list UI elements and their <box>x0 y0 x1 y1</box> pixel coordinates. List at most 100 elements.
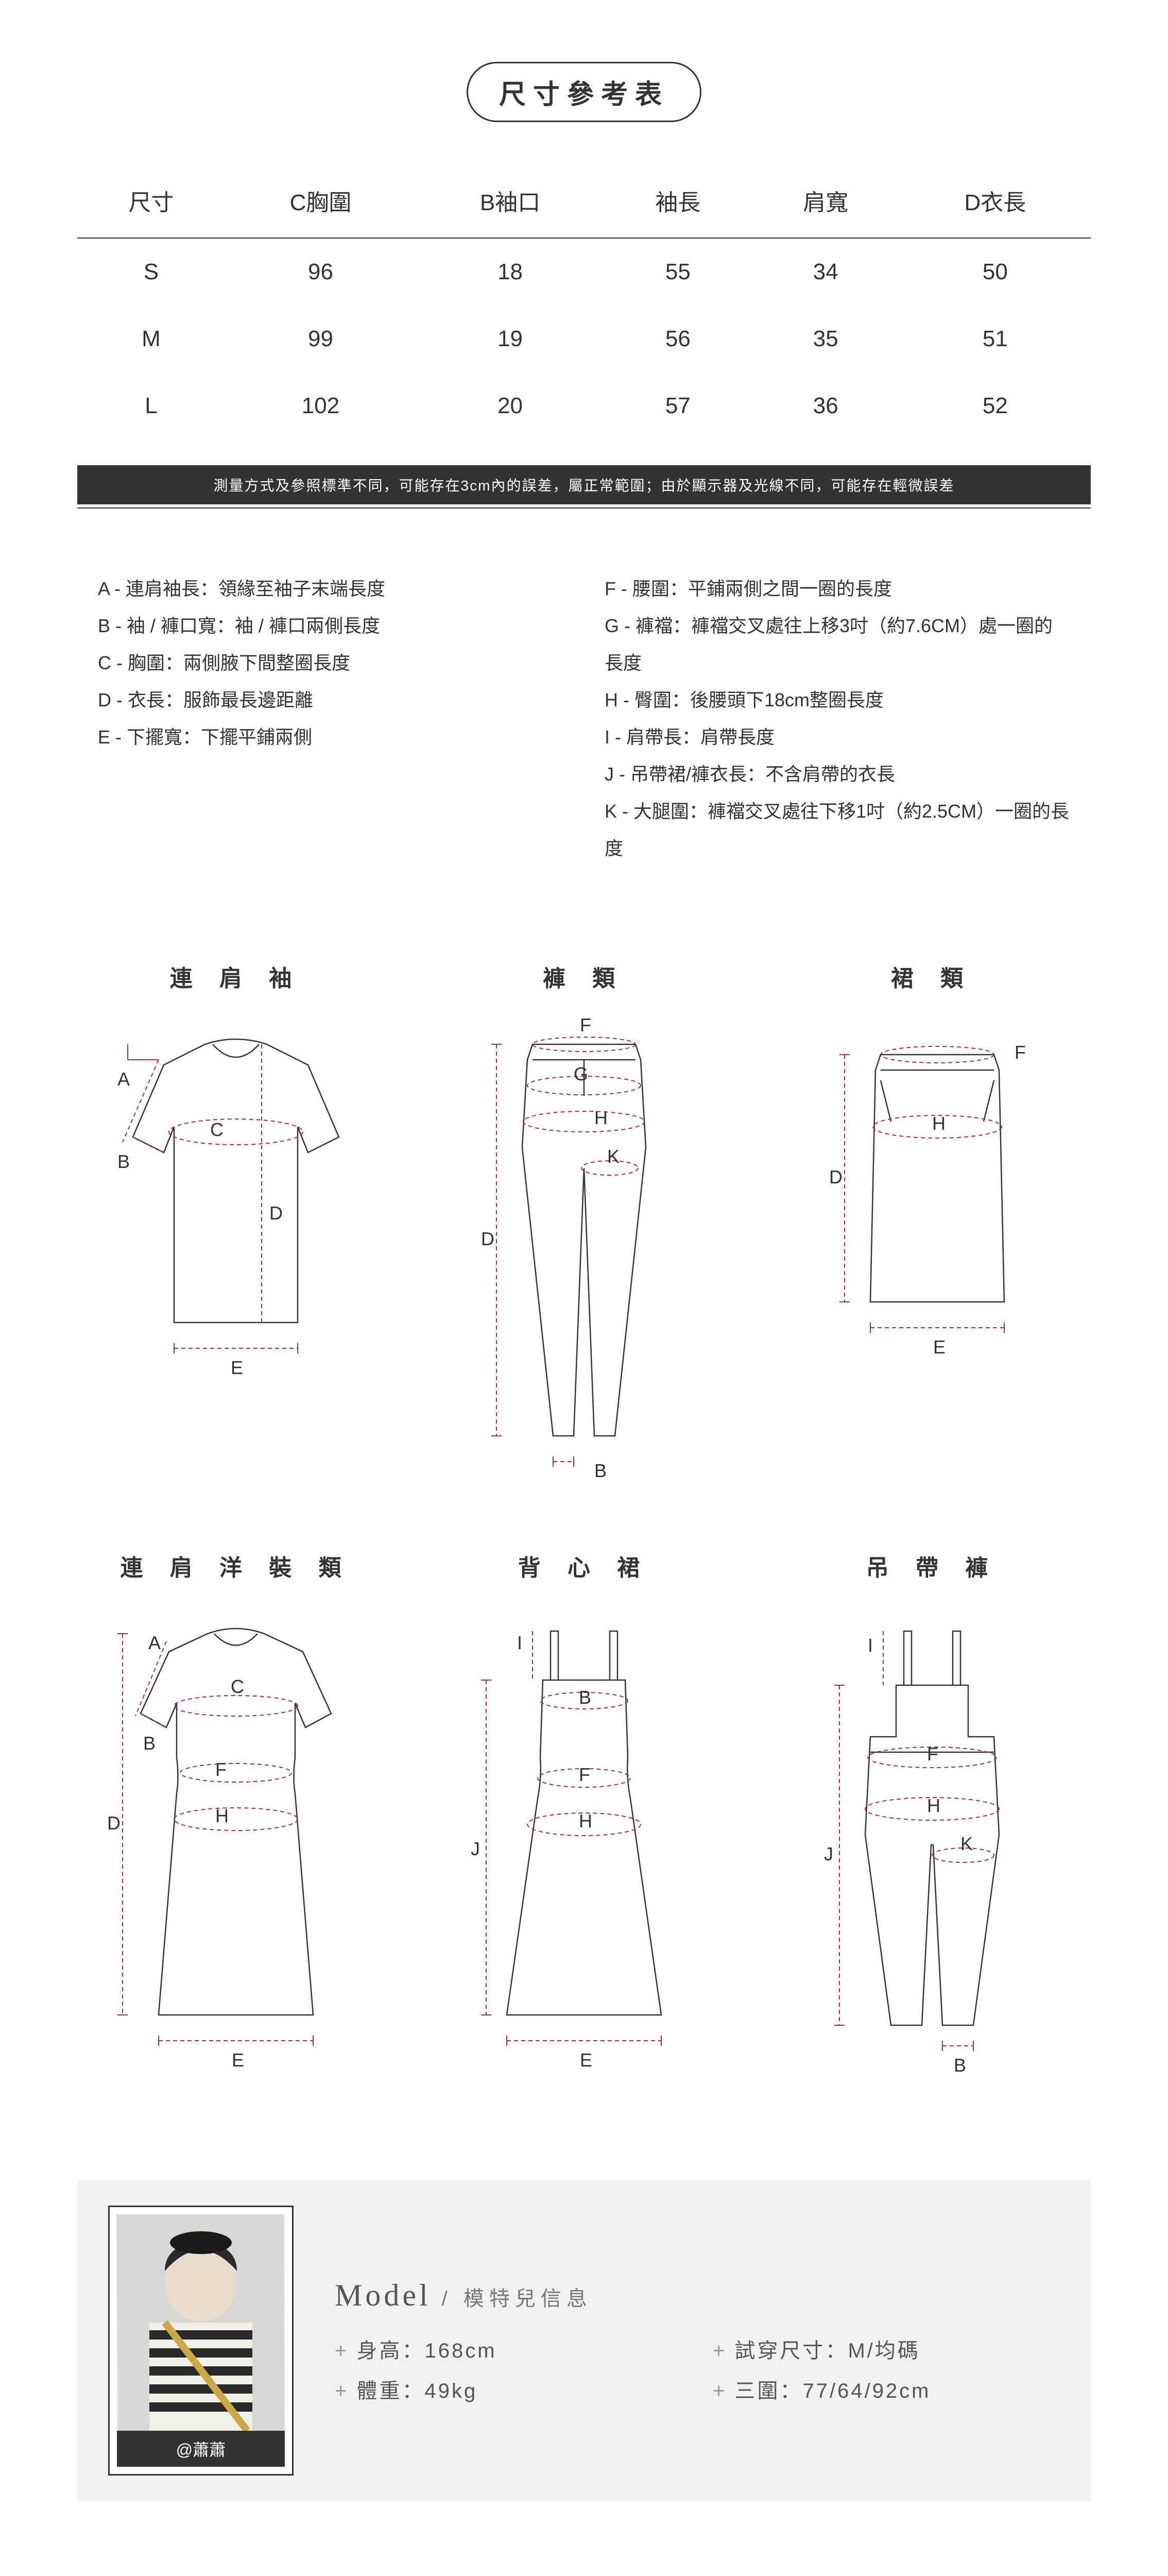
dim-b-label: B <box>954 2055 966 2076</box>
th-sleeve: 袖長 <box>604 163 752 238</box>
cell: 102 <box>225 372 416 439</box>
diagrams-grid: 連 肩 袖 A B C D E 褲 類 F G <box>77 960 1091 2077</box>
dim-e-label: E <box>232 2049 244 2071</box>
dim-k-label: K <box>960 1833 973 1854</box>
table-row: M 99 19 56 35 51 <box>77 306 1091 372</box>
diagram-camisole-dress: 背 心 裙 I B F H J E <box>425 1549 743 2077</box>
model-card: @蕭蕭 Model / 模特兒信息 身高：168cm 試穿尺寸：M/均碼 體重：… <box>77 2180 1091 2501</box>
cell: L <box>77 372 225 439</box>
dim-j-label: J <box>824 1843 833 1865</box>
cell: 55 <box>604 238 752 306</box>
diagram-label: 背 心 裙 <box>518 1549 650 1582</box>
definitions: A - 連肩袖長：領緣至袖子末端長度 B - 袖 / 褲口寬：袖 / 褲口兩側長… <box>77 570 1091 867</box>
dim-g-label: G <box>574 1063 588 1084</box>
model-photo <box>117 2214 285 2431</box>
cell: M <box>77 306 225 372</box>
th-shoulder: 肩寬 <box>752 163 900 238</box>
diagram-label: 連 肩 洋 裝 類 <box>121 1549 352 1582</box>
dim-f-label: F <box>579 1764 590 1785</box>
cell: 35 <box>752 306 900 372</box>
dim-h-label: H <box>932 1113 946 1134</box>
dim-h-label: H <box>927 1795 940 1816</box>
dim-k-label: K <box>607 1146 620 1167</box>
dim-a-label: A <box>117 1069 130 1090</box>
def-h: H - 臀圍：後腰頭下18cm整圈長度 <box>605 682 1070 719</box>
dim-e-label: E <box>231 1357 243 1378</box>
cell: 96 <box>225 238 416 306</box>
cell: 19 <box>416 306 604 372</box>
definitions-left: A - 連肩袖長：領緣至袖子末端長度 B - 袖 / 褲口寬：袖 / 褲口兩側長… <box>98 570 563 867</box>
cell: 36 <box>752 372 900 439</box>
dim-j-label: J <box>471 1838 480 1859</box>
definitions-right: F - 腰圍：平鋪兩側之間一圈的長度 G - 褲襠：褲襠交叉處往上移3吋（約7.… <box>605 570 1070 867</box>
model-heading-main: Model <box>335 2278 431 2312</box>
size-table: 尺寸 C胸圍 B袖口 袖長 肩寬 D衣長 S 96 18 55 34 50 M … <box>77 163 1091 439</box>
diagram-overalls: 吊 帶 褲 I F H K J B <box>774 1549 1091 2077</box>
model-info: Model / 模特兒信息 身高：168cm 試穿尺寸：M/均碼 體重：49kg… <box>335 2278 1060 2404</box>
model-stats: 身高：168cm 試穿尺寸：M/均碼 體重：49kg 三圍：77/64/92cm <box>335 2334 1060 2404</box>
dim-i-label: I <box>868 1635 873 1656</box>
diagram-raglan-top: 連 肩 袖 A B C D E <box>77 960 394 1487</box>
def-g: G - 褲襠：褲襠交叉處往上移3吋（約7.6CM）處一圈的長度 <box>605 607 1070 682</box>
stat-measurements: 三圍：77/64/92cm <box>713 2374 1060 2404</box>
cell: 34 <box>752 238 900 306</box>
diagram-raglan-dress: 連 肩 洋 裝 類 A B C F H D E <box>77 1549 394 2077</box>
stat-fitsize: 試穿尺寸：M/均碼 <box>713 2334 1060 2364</box>
divider <box>77 507 1091 509</box>
dim-d-label: D <box>269 1202 283 1224</box>
dim-h-label: H <box>594 1107 608 1128</box>
table-row: L 102 20 57 36 52 <box>77 372 1091 439</box>
cell: 57 <box>604 372 752 439</box>
def-b: B - 袖 / 褲口寬：袖 / 褲口兩側長度 <box>98 607 563 645</box>
dim-b-label: B <box>579 1687 591 1708</box>
stat-height: 身高：168cm <box>335 2334 682 2364</box>
dim-f-label: F <box>927 1743 938 1765</box>
def-f: F - 腰圍：平鋪兩側之間一圈的長度 <box>605 570 1070 607</box>
dim-i-label: I <box>517 1632 522 1653</box>
def-a: A - 連肩袖長：領緣至袖子末端長度 <box>98 570 563 607</box>
def-j: J - 吊帶裙/褲衣長：不含肩帶的衣長 <box>605 756 1070 793</box>
size-table-header-row: 尺寸 C胸圍 B袖口 袖長 肩寬 D衣長 <box>77 163 1091 238</box>
dim-d-label: D <box>481 1228 494 1249</box>
dim-f-label: F <box>580 1014 591 1036</box>
cell: 52 <box>900 372 1091 439</box>
dim-b-label: B <box>594 1460 607 1481</box>
th-size: 尺寸 <box>77 163 225 238</box>
cell: 18 <box>416 238 604 306</box>
measurement-note: 測量方式及參照標準不同，可能存在3cm內的誤差，屬正常範圍；由於顯示器及光線不同… <box>77 465 1091 504</box>
diagram-label: 吊 帶 褲 <box>866 1549 998 1582</box>
model-photo-frame: @蕭蕭 <box>108 2206 294 2476</box>
model-heading-sub: / 模特兒信息 <box>442 2287 592 2310</box>
diagram-label: 連 肩 袖 <box>170 960 302 993</box>
dim-d-label: D <box>107 1812 121 1834</box>
def-k: K - 大腿圍：褲襠交叉處往下移1吋（約2.5CM）一圈的長度 <box>605 793 1070 867</box>
def-i: I - 肩帶長：肩帶長度 <box>605 719 1070 756</box>
dim-h-label: H <box>579 1810 592 1832</box>
cell: 50 <box>900 238 1091 306</box>
diagram-skirt: 裙 類 F H D E <box>774 960 1091 1487</box>
def-d: D - 衣長：服飾最長邊距離 <box>98 682 563 719</box>
model-name: @蕭蕭 <box>117 2431 285 2467</box>
diagram-label: 裙 類 <box>891 960 973 993</box>
dim-e-label: E <box>580 2049 592 2071</box>
title-badge: 尺寸參考表 <box>467 62 701 122</box>
dim-c-label: C <box>210 1119 224 1140</box>
dim-d-label: D <box>829 1166 843 1188</box>
dim-f-label: F <box>215 1759 227 1780</box>
diagram-label: 褲 類 <box>543 960 625 993</box>
cell: 20 <box>416 372 604 439</box>
dim-c-label: C <box>231 1676 244 1697</box>
th-chest: C胸圍 <box>225 163 416 238</box>
cell: S <box>77 238 225 306</box>
table-row: S 96 18 55 34 50 <box>77 238 1091 306</box>
dim-f-label: F <box>1015 1042 1026 1063</box>
def-c: C - 胸圍：兩側腋下間整圈長度 <box>98 645 563 682</box>
model-heading: Model / 模特兒信息 <box>335 2278 1060 2313</box>
def-e: E - 下擺寬：下擺平鋪兩側 <box>98 719 563 756</box>
dim-h-label: H <box>215 1805 229 1826</box>
dim-b-label: B <box>143 1733 156 1754</box>
dim-e-label: E <box>933 1336 946 1358</box>
th-cuff: B袖口 <box>416 163 604 238</box>
cell: 99 <box>225 306 416 372</box>
dim-a-label: A <box>148 1632 161 1653</box>
